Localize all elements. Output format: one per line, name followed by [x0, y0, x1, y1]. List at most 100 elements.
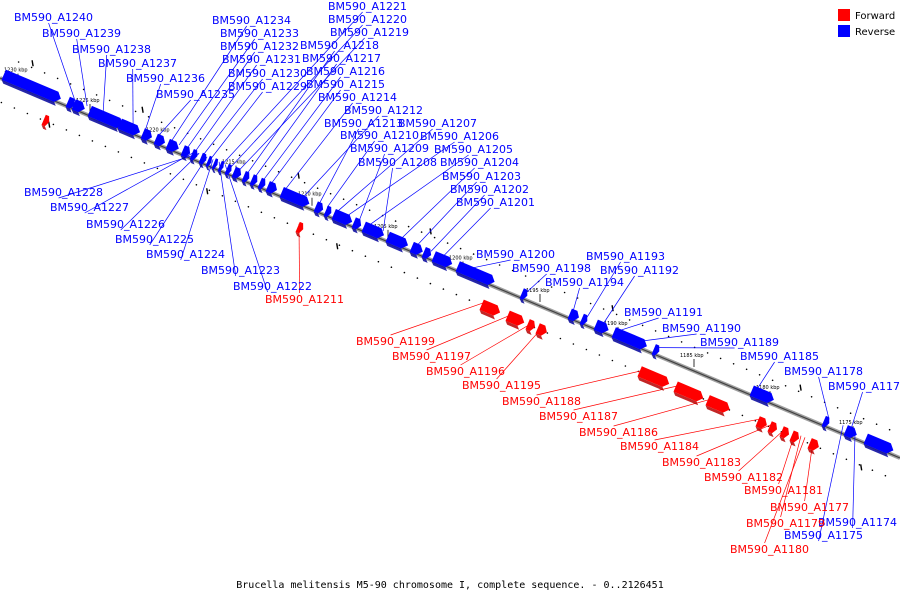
- gene-label[interactable]: BM590_A1208: [358, 156, 437, 169]
- gene-label[interactable]: BM590_A1216: [306, 65, 385, 78]
- reverse-gene-arrow[interactable]: [408, 241, 425, 260]
- gene-label[interactable]: BM590_A1180: [730, 543, 809, 556]
- reverse-gene-arrow[interactable]: [152, 133, 167, 151]
- gene-label[interactable]: BM590_A1224: [146, 248, 225, 261]
- forward-gene-arrow[interactable]: [672, 381, 705, 407]
- forward-gene-arrow[interactable]: [524, 319, 537, 336]
- gene-label[interactable]: BM590_A1240: [14, 11, 93, 24]
- reverse-gene-arrow[interactable]: [650, 344, 662, 360]
- reverse-gene-arrow[interactable]: [592, 319, 610, 338]
- gene-label[interactable]: BM590_A1178: [784, 365, 863, 378]
- reverse-gene-arrow[interactable]: [210, 158, 220, 174]
- reverse-gene-arrow[interactable]: [322, 205, 334, 222]
- gene-label[interactable]: BM590_A1200: [476, 248, 555, 261]
- forward-gene-arrow[interactable]: [40, 114, 52, 131]
- forward-gene-arrow[interactable]: [504, 310, 526, 331]
- forward-gene-arrow[interactable]: [778, 426, 791, 443]
- reverse-gene-arrow[interactable]: [248, 174, 260, 190]
- gene-label[interactable]: BM590_A1227: [50, 201, 129, 214]
- reverse-gene-arrow[interactable]: [116, 118, 142, 140]
- gene-label[interactable]: BM590_A1237: [98, 57, 177, 70]
- reverse-gene-arrow[interactable]: [216, 160, 226, 176]
- gene-label[interactable]: BM590_A1229: [228, 80, 307, 93]
- gene-label[interactable]: BM590_A1218: [300, 39, 379, 52]
- gene-label[interactable]: BM590_A1220: [328, 13, 407, 26]
- reverse-gene-arrow[interactable]: [862, 433, 895, 459]
- reverse-gene-arrow[interactable]: [223, 163, 234, 180]
- gene-label[interactable]: BM590_A1182: [704, 471, 783, 484]
- reverse-gene-arrow[interactable]: [566, 308, 581, 326]
- gene-label[interactable]: BM590_A1211: [265, 293, 344, 306]
- gene-label[interactable]: BM590_A1232: [220, 40, 299, 53]
- reverse-gene-arrow[interactable]: [842, 425, 859, 443]
- forward-gene-arrow[interactable]: [534, 323, 549, 340]
- reverse-gene-arrow[interactable]: [420, 247, 433, 263]
- gene-label[interactable]: BM590_A1185: [740, 350, 819, 363]
- gene-label[interactable]: BM590_A1198: [512, 262, 591, 275]
- gene-label[interactable]: BM590_A1234: [212, 14, 291, 27]
- forward-gene-arrow[interactable]: [704, 395, 732, 417]
- gene-label[interactable]: BM590_A1228: [24, 186, 103, 199]
- reverse-gene-arrow[interactable]: [820, 415, 832, 432]
- gene-label[interactable]: BM590_A1226: [86, 218, 165, 231]
- gene-label[interactable]: BM590_A1176: [828, 380, 900, 393]
- gene-label[interactable]: BM590_A1225: [115, 233, 194, 246]
- reverse-gene-arrow[interactable]: [188, 149, 200, 165]
- gene-label[interactable]: BM590_A1212: [344, 104, 423, 117]
- reverse-gene-arrow[interactable]: [179, 145, 192, 162]
- gene-label[interactable]: BM590_A1179: [746, 517, 825, 530]
- gene-label[interactable]: BM590_A1181: [744, 484, 823, 497]
- gene-label[interactable]: BM590_A1186: [579, 426, 658, 439]
- reverse-gene-arrow[interactable]: [204, 155, 214, 171]
- gene-label[interactable]: BM590_A1201: [456, 196, 535, 209]
- gene-label[interactable]: BM590_A1175: [784, 529, 863, 542]
- gene-label[interactable]: BM590_A1230: [228, 67, 307, 80]
- gene-label[interactable]: BM590_A1210: [340, 129, 419, 142]
- reverse-gene-arrow[interactable]: [360, 221, 386, 243]
- gene-label[interactable]: BM590_A1196: [426, 365, 505, 378]
- reverse-gene-arrow[interactable]: [86, 105, 125, 133]
- reverse-gene-arrow[interactable]: [256, 177, 268, 194]
- forward-gene-arrow[interactable]: [478, 299, 502, 321]
- forward-gene-arrow[interactable]: [806, 438, 821, 455]
- gene-label[interactable]: BM590_A1209: [350, 142, 429, 155]
- gene-label[interactable]: BM590_A1235: [156, 88, 235, 101]
- gene-label[interactable]: BM590_A1213: [324, 117, 403, 130]
- gene-label[interactable]: BM590_A1191: [624, 306, 703, 319]
- gene-label[interactable]: BM590_A1188: [502, 395, 581, 408]
- gene-label[interactable]: BM590_A1222: [233, 280, 312, 293]
- gene-label[interactable]: BM590_A1194: [545, 276, 624, 289]
- gene-label[interactable]: BM590_A1189: [700, 336, 779, 349]
- gene-label[interactable]: BM590_A1233: [220, 27, 299, 40]
- reverse-gene-arrow[interactable]: [454, 261, 496, 289]
- reverse-gene-arrow[interactable]: [312, 201, 325, 218]
- reverse-gene-arrow[interactable]: [240, 171, 252, 187]
- gene-label[interactable]: BM590_A1214: [318, 91, 397, 104]
- gene-label[interactable]: BM590_A1223: [201, 264, 280, 277]
- gene-label[interactable]: BM590_A1174: [818, 516, 897, 529]
- gene-label[interactable]: BM590_A1195: [462, 379, 541, 392]
- gene-label[interactable]: BM590_A1219: [330, 26, 409, 39]
- reverse-gene-arrow[interactable]: [518, 288, 530, 304]
- reverse-gene-arrow[interactable]: [350, 217, 363, 234]
- reverse-gene-arrow[interactable]: [384, 231, 410, 253]
- gene-label[interactable]: BM590_A1183: [662, 456, 741, 469]
- reverse-gene-arrow[interactable]: [278, 187, 311, 212]
- forward-gene-arrow[interactable]: [754, 416, 769, 433]
- reverse-gene-arrow[interactable]: [264, 181, 279, 198]
- reverse-gene-arrow[interactable]: [64, 96, 77, 113]
- gene-label[interactable]: BM590_A1202: [450, 183, 529, 196]
- gene-label[interactable]: BM590_A1205: [434, 143, 513, 156]
- gene-label[interactable]: BM590_A1199: [356, 335, 435, 348]
- reverse-gene-arrow[interactable]: [139, 128, 154, 145]
- reverse-gene-arrow[interactable]: [230, 166, 243, 183]
- reverse-gene-arrow[interactable]: [164, 138, 181, 157]
- gene-label[interactable]: BM590_A1177: [770, 501, 849, 514]
- gene-label[interactable]: BM590_A1206: [420, 130, 499, 143]
- gene-label[interactable]: BM590_A1236: [126, 72, 205, 85]
- gene-label[interactable]: BM590_A1187: [539, 410, 618, 423]
- reverse-gene-arrow[interactable]: [0, 69, 63, 107]
- gene-label[interactable]: BM590_A1204: [440, 156, 519, 169]
- gene-label[interactable]: BM590_A1231: [222, 53, 301, 66]
- gene-label[interactable]: BM590_A1184: [620, 440, 699, 453]
